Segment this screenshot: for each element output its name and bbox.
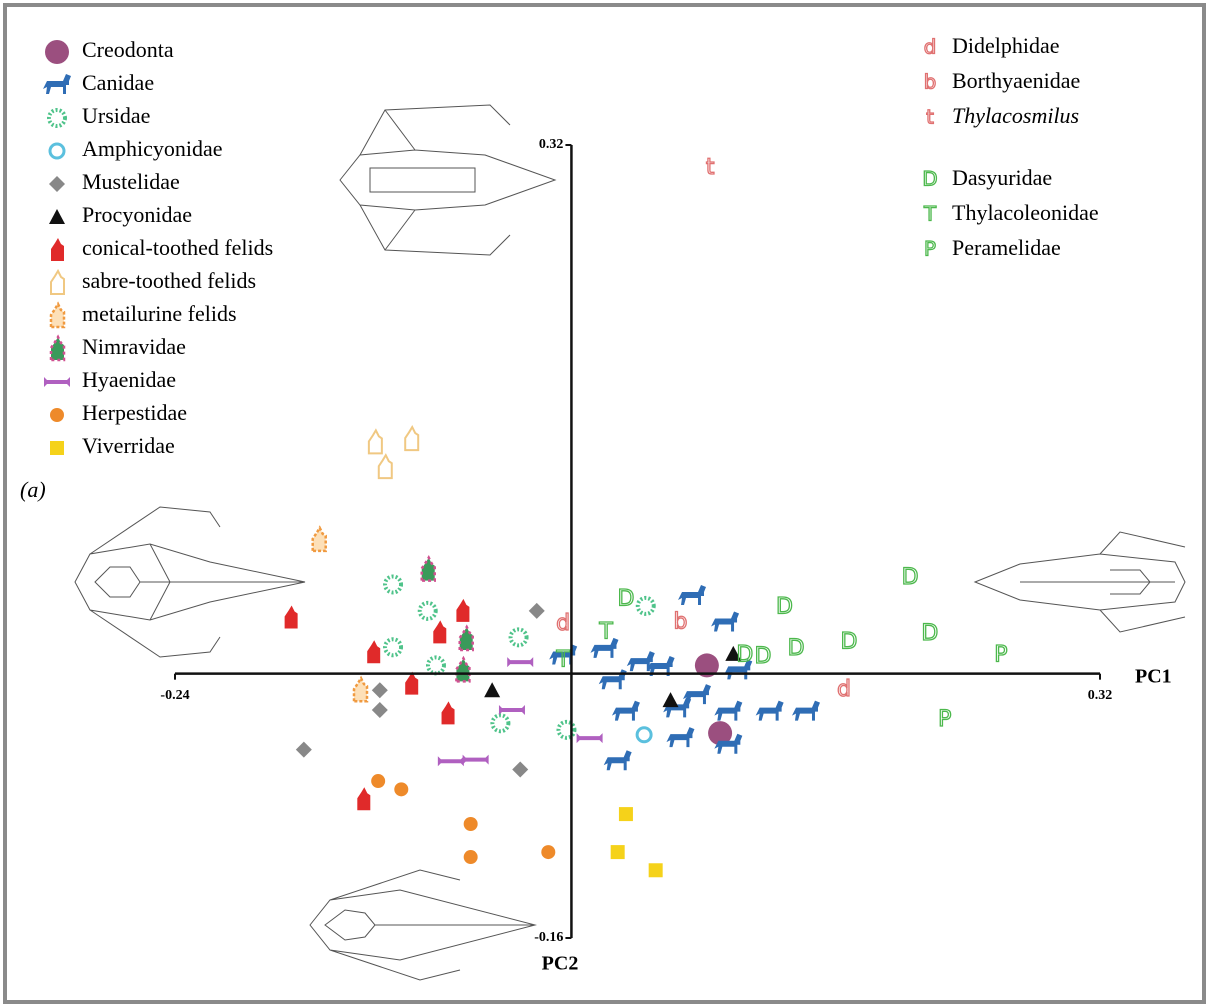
x-tick-label: 0.32 bbox=[1088, 688, 1113, 703]
legend-label: Herpestidae bbox=[82, 400, 187, 425]
legend-label: conical-toothed felids bbox=[82, 235, 273, 260]
point: D bbox=[902, 565, 919, 590]
point bbox=[649, 863, 663, 877]
chart: (a) PC1 PC2 ddbtDDDDDDDDTTPP -0.240.32-0… bbox=[0, 0, 1209, 1007]
legend-label: Thylacosmilus bbox=[952, 103, 1079, 128]
point: D bbox=[776, 595, 793, 620]
point bbox=[371, 774, 385, 788]
point bbox=[611, 845, 625, 859]
legend-label: Dasyuridae bbox=[952, 165, 1052, 190]
panel-label: (a) bbox=[20, 477, 46, 502]
legend-label: Amphicyonidae bbox=[82, 136, 223, 161]
legend-marker: b bbox=[924, 71, 937, 94]
legend-label: Viverridae bbox=[82, 433, 175, 458]
legend-label: sabre-toothed felids bbox=[82, 268, 256, 293]
y-tick-label: 0.32 bbox=[539, 137, 564, 152]
legend-marker bbox=[50, 144, 64, 158]
legend-marker: t bbox=[926, 106, 934, 129]
point bbox=[619, 807, 633, 821]
point bbox=[394, 782, 408, 796]
legend-marker bbox=[50, 408, 64, 422]
point: d bbox=[837, 677, 851, 702]
y-axis-label: PC2 bbox=[542, 953, 579, 975]
point bbox=[464, 817, 478, 831]
point: d bbox=[556, 611, 570, 636]
x-tick-label: -0.24 bbox=[160, 688, 189, 703]
legend-marker: d bbox=[924, 36, 937, 59]
point: T bbox=[598, 619, 613, 644]
legend-label: metailurine felids bbox=[82, 301, 237, 326]
point: P bbox=[994, 642, 1007, 667]
legend-label: Peramelidae bbox=[952, 235, 1061, 260]
point: t bbox=[706, 155, 715, 180]
legend-label: Thylacoleonidae bbox=[952, 200, 1099, 225]
point: D bbox=[840, 629, 857, 654]
legend-label: Canidae bbox=[82, 70, 154, 95]
point bbox=[637, 728, 651, 742]
point: D bbox=[921, 621, 938, 646]
legend-label: Mustelidae bbox=[82, 169, 180, 194]
legend-label: Procyonidae bbox=[82, 202, 192, 227]
legend-label: Borthyaenidae bbox=[952, 68, 1080, 93]
legend-marker bbox=[45, 40, 69, 64]
legend-marker: P bbox=[924, 238, 936, 261]
point: D bbox=[788, 636, 805, 661]
point: b bbox=[673, 609, 687, 634]
legend-label: Nimravidae bbox=[82, 334, 186, 359]
point: P bbox=[938, 707, 951, 732]
point: T bbox=[555, 647, 570, 672]
legend-marker bbox=[50, 441, 64, 455]
point: D bbox=[755, 644, 772, 669]
x-axis-label: PC1 bbox=[1135, 666, 1172, 688]
legend-marker: T bbox=[923, 203, 937, 226]
point bbox=[464, 850, 478, 864]
y-tick-label: -0.16 bbox=[534, 930, 563, 945]
legend-marker: D bbox=[922, 168, 937, 191]
point bbox=[541, 845, 555, 859]
legend-label: Hyaenidae bbox=[82, 367, 176, 392]
legend-label: Ursidae bbox=[82, 103, 150, 128]
point: D bbox=[617, 586, 634, 611]
legend-label: Creodonta bbox=[82, 37, 174, 62]
legend-label: Didelphidae bbox=[952, 33, 1060, 58]
point: D bbox=[736, 642, 753, 667]
